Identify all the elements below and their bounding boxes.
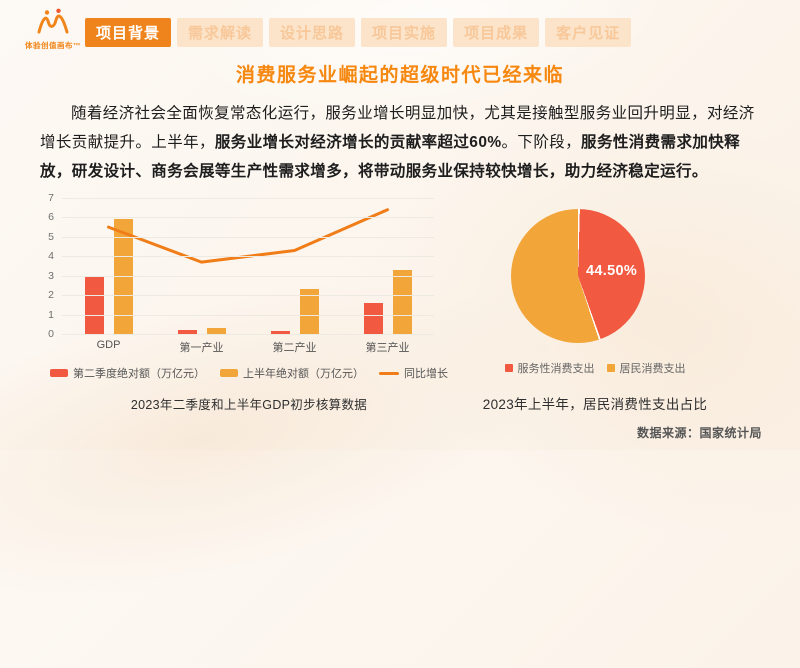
gridline: [62, 334, 434, 335]
legend-label: 服务性消费支出: [517, 363, 595, 375]
nav-tab[interactable]: 设计思路: [269, 18, 356, 47]
legend-item: 服务性消费支出: [504, 360, 595, 376]
gridline: [62, 275, 434, 277]
nav-tabs: 项目背景 需求解读 设计思路 项目实施 项目成果 客户见证: [85, 18, 632, 47]
legend-swatch: [220, 369, 238, 377]
bar-group: [248, 198, 341, 334]
data-source: 数据来源：国家统计局: [636, 426, 762, 440]
y-axis-tick: 0: [48, 328, 54, 340]
x-axis-label: GDP: [96, 339, 121, 351]
bar-chart-caption: 2023年二季度和上半年GDP初步核算数据: [130, 398, 368, 412]
gridline: [62, 256, 434, 258]
y-axis-tick: 5: [48, 230, 54, 243]
legend-label: 上半年绝对额（万亿元）: [243, 368, 364, 380]
bar-group: [155, 198, 248, 334]
bar: [177, 330, 197, 334]
bar: [206, 328, 226, 334]
bar-group: [341, 198, 434, 334]
legend-label: 居民消费支出: [619, 363, 686, 375]
bar: [363, 302, 383, 334]
gridline: [62, 314, 434, 316]
bar: [392, 269, 412, 334]
pie-value-label: 44.50%: [586, 262, 638, 279]
intro-paragraph: 随着经济社会全面恢复常态化运行，服务业增长明显加快，尤其是接触型服务业回升明显，…: [40, 99, 760, 186]
logo-icon: [34, 8, 72, 38]
y-axis-tick: 1: [48, 308, 54, 321]
bar: [270, 331, 290, 334]
y-axis-tick: 6: [48, 211, 54, 224]
paragraph-run: 随着经济社会全面恢复常态化运行，服务业增长明显加快，尤其是接触型服务业回升明显，…: [40, 105, 755, 151]
x-axis-label: 第三产业: [365, 342, 410, 354]
paragraph-run: 服务性消费需求加快释放，研发设计、商务会展等生产性需求增多，将带动服务业保持较快…: [40, 134, 741, 180]
nav-tab[interactable]: 项目成果: [453, 18, 540, 47]
legend-swatch: [379, 371, 399, 375]
gridline: [62, 198, 434, 199]
slide-title: 消费服务业崛起的超级时代已经来临: [235, 65, 564, 86]
bar: [299, 289, 319, 334]
y-axis-tick: 7: [48, 192, 54, 204]
pie: 44.50%: [511, 209, 645, 343]
legend-swatch: [50, 369, 68, 377]
legend-swatch: [504, 364, 513, 372]
x-axis-label: 第一产业: [179, 342, 224, 354]
bar: [84, 275, 104, 334]
logo: 体验创值画布™: [18, 8, 88, 51]
pie-chart-legend: 服务性消费支出 居民消费支出: [475, 360, 715, 376]
pie-chart-caption: 2023年上半年，居民消费性支出占比: [482, 397, 708, 412]
y-axis: 0 1 2 3 4 5 6 7: [40, 192, 54, 340]
legend-item: 上半年绝对额（万亿元）: [220, 365, 364, 381]
paragraph-run: 服务业增长对经济增长的贡献率超过60%: [214, 134, 502, 151]
legend-item: 同比增长: [379, 365, 448, 381]
x-axis-label: 第二产业: [272, 342, 317, 354]
consumption-pie-chart: 44.50% 服务性消费支出 居民消费支出 2023年上半年，居民消费性支出占比: [475, 203, 715, 413]
nav-tab[interactable]: 需求解读: [177, 18, 264, 47]
logo-text: 体验创值画布™: [25, 41, 81, 50]
legend-label: 同比增长: [404, 368, 448, 380]
x-axis: GDP 第一产业 第二产业 第三产业: [62, 339, 434, 355]
gdp-bar-chart: 0 1 2 3 4 5 6 7 GDP 第一产业 第二产业 第三产业 第二季度绝对额（万亿元） 上半年…: [40, 192, 458, 413]
gridline: [62, 295, 434, 297]
legend-swatch: [606, 364, 615, 372]
legend-item: 居民消费支出: [606, 360, 686, 376]
bar-plot: [62, 198, 434, 335]
gridline: [62, 217, 434, 219]
gridline: [62, 236, 434, 238]
nav-tab[interactable]: 项目背景: [85, 18, 172, 47]
nav-tab[interactable]: 客户见证: [545, 18, 632, 47]
legend-item: 第二季度绝对额（万亿元）: [50, 365, 205, 381]
nav-tab[interactable]: 项目实施: [361, 18, 448, 47]
legend-label: 第二季度绝对额（万亿元）: [73, 368, 205, 380]
bar-chart-legend: 第二季度绝对额（万亿元） 上半年绝对额（万亿元） 同比增长: [40, 365, 458, 381]
y-axis-tick: 3: [48, 269, 54, 282]
y-axis-tick: 2: [48, 289, 54, 302]
y-axis-tick: 4: [48, 250, 54, 263]
paragraph-run: 。下阶段，: [501, 134, 582, 151]
